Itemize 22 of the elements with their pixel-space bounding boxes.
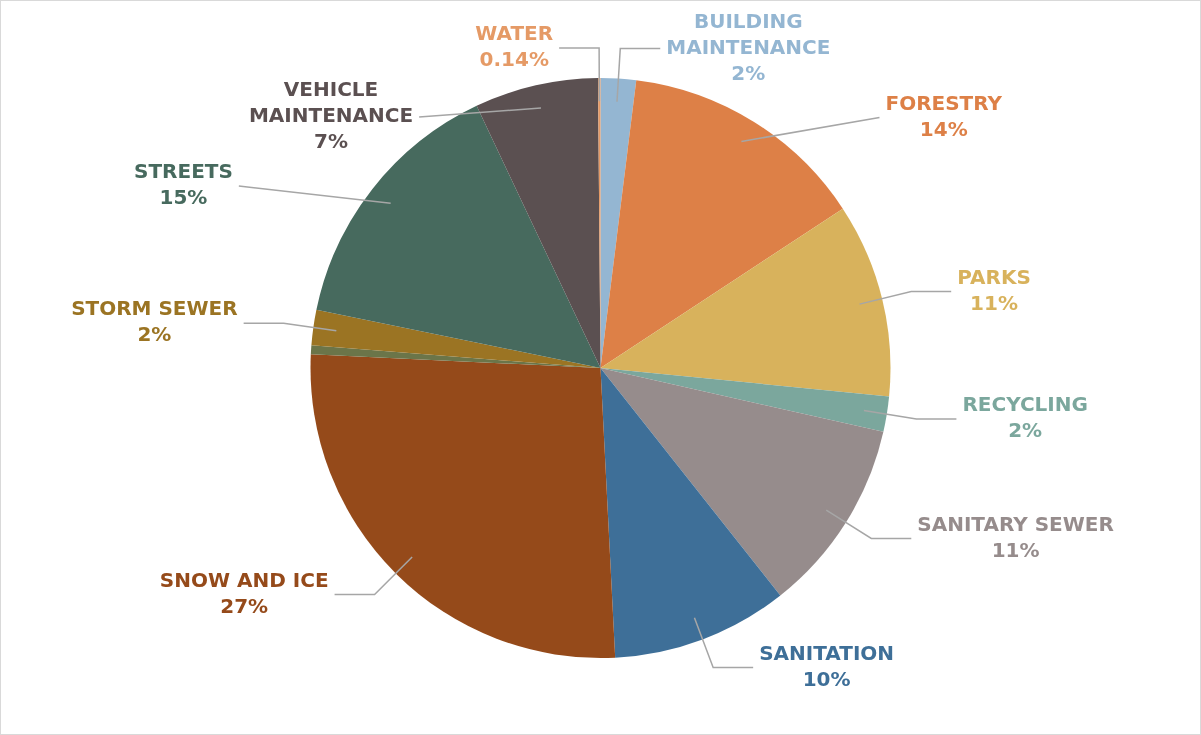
data-label: 7% [314, 129, 348, 154]
data-label: 14% [919, 116, 968, 141]
slice-label: SANITARY SEWER [917, 511, 1114, 536]
data-label: 27% [220, 593, 269, 618]
data-label: 10% [802, 666, 851, 691]
data-label: 11% [991, 537, 1040, 562]
data-label: 2% [137, 322, 172, 347]
slice-label: FORESTRY [885, 90, 1003, 115]
slice-label: VEHICLE MAINTENANCE [248, 77, 414, 128]
data-label: 0.14% [479, 47, 549, 72]
data-label: 15% [159, 185, 208, 210]
slice-label: PARKS [957, 264, 1031, 289]
slice-label: STREETS [134, 159, 233, 184]
data-label: 2% [731, 60, 766, 85]
data-label: 11% [970, 290, 1018, 315]
data-label: 2% [1008, 418, 1043, 443]
slice-label: SANITATION [759, 640, 895, 665]
slice-label: BUILDING MAINTENANCE [666, 8, 831, 59]
slice-label: SNOW AND ICE [159, 567, 329, 592]
slice-label: STORM SEWER [71, 296, 238, 321]
slice-label: RECYCLING [962, 392, 1088, 417]
slice-label: WATER [475, 21, 554, 46]
